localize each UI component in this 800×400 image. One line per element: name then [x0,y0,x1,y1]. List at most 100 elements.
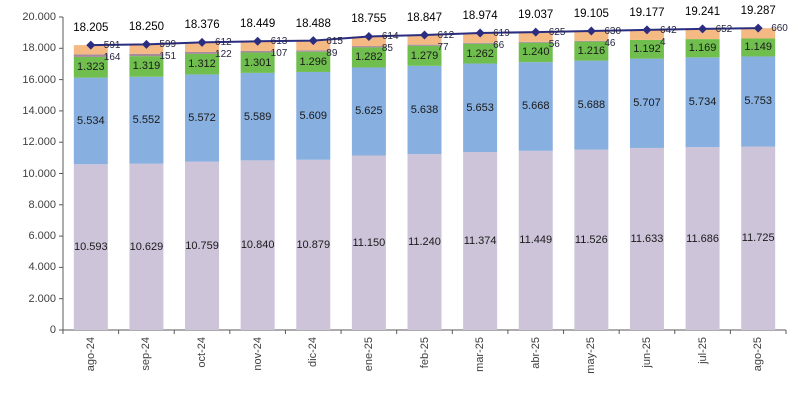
total-marker-diamond [141,39,151,49]
bar-segment-mauve [296,50,331,52]
bar-value-label-segment-lavender: 11.150 [352,236,386,249]
bar-value-label-segment-green: 1.192 [633,43,661,56]
bar-value-label-segment-blue: 5.552 [132,114,161,127]
bar-value-label-segment-blue: 5.734 [688,96,717,109]
bar-segment-blue [463,63,498,152]
bar-value-label-segment-lavender: 11.725 [741,232,775,245]
x-tick-label: sep-24 [140,337,153,371]
bar-segment-blue [240,72,275,161]
bar-segment-lavender [574,149,609,330]
bar-value-label-segment-lavender: 10.840 [240,239,275,252]
total-marker-diamond [86,40,96,50]
total-marker-diamond [531,27,541,37]
bar-segment-orange [407,35,442,45]
bar-segment-orange [240,41,275,51]
bar-segment-green [73,56,108,78]
bar-segment-green [518,42,553,63]
side-value-label-segment-orange: 612 [215,37,232,49]
bar-value-label-segment-lavender: 11.240 [408,236,441,249]
side-value-label-segment-orange: 591 [103,40,121,52]
total-value-label: 19.037 [518,9,554,22]
bar-segment-blue [741,56,776,147]
side-value-label-segment-mauve: 46 [604,38,616,49]
side-value-label-segment-mauve: 122 [215,49,232,61]
bar-segment-blue [629,58,664,148]
bar-segment-green [185,53,220,75]
bar-segment-green [240,52,275,73]
bar-segment-lavender [185,161,220,330]
total-value-label: 18.205 [73,22,109,35]
total-marker-diamond [253,36,263,46]
bar-value-label-segment-blue: 5.707 [633,97,661,110]
total-marker-diamond [586,26,596,36]
total-value-label: 19.177 [629,6,665,19]
bar-segment-mauve [129,53,164,57]
bar-value-label-segment-lavender: 11.449 [519,234,553,247]
total-value-label: 18.488 [295,17,331,30]
bar-segment-orange [463,33,498,43]
total-value-label: 18.449 [240,18,276,31]
bar-segment-green [685,39,720,58]
bar-segment-orange [629,29,664,40]
bar-value-label-segment-green: 1.312 [188,58,216,71]
bar-value-label-segment-blue: 5.625 [355,105,383,118]
bar-segment-green [296,51,331,72]
bar-segment-blue [574,60,609,150]
bar-segment-orange [73,45,108,55]
bar-segment-mauve [351,46,386,48]
side-value-label-segment-orange: 615 [326,35,343,47]
side-value-label-segment-mauve: 89 [326,47,338,59]
bar-value-label-segment-lavender: 11.374 [463,234,497,247]
total-value-label: 18.755 [351,13,387,26]
bar-value-label-segment-lavender: 11.526 [574,233,608,246]
bar-value-label-segment-lavender: 11.686 [686,232,719,245]
bar-value-label-segment-green: 1.279 [410,49,439,62]
bar-segment-orange [129,44,164,54]
side-value-label-segment-orange: 660 [771,23,788,35]
x-tick-label: may-25 [585,337,598,374]
x-tick-label: abr-25 [529,337,542,369]
x-tick-label: feb-25 [418,337,431,369]
bar-segment-green [741,38,776,57]
side-value-label-segment-mauve: 107 [270,48,288,60]
bar-value-label-segment-lavender: 11.633 [630,232,664,245]
bar-segment-lavender [629,147,664,330]
bar-segment-lavender [73,164,108,330]
y-tick-label: 0 [49,324,56,336]
bar-value-label-segment-lavender: 10.629 [129,240,164,253]
y-tick-label: 18.000 [22,42,56,55]
bar-segment-blue [407,65,442,155]
bar-value-label-segment-blue: 5.589 [243,110,272,123]
side-value-label-segment-mauve: 66 [493,40,505,52]
bar-segment-orange [185,42,220,52]
bar-value-label-segment-green: 1.240 [521,46,550,59]
bar-segment-orange [574,30,609,41]
side-value-label-segment-mauve: 151 [159,51,177,63]
bar-segment-mauve [518,41,553,43]
total-marker-diamond [308,36,318,46]
bar-segment-orange [741,28,776,39]
total-marker-diamond [420,30,429,40]
bar-value-label-segment-green: 1.323 [77,61,105,74]
bar-value-label-segment-green: 1.216 [577,45,606,58]
total-value-label: 19.287 [740,5,776,18]
x-tick-label: dic-24 [307,337,320,367]
bar-value-label-segment-green: 1.262 [466,47,494,60]
side-value-label-segment-mauve: 56 [548,39,560,51]
bar-value-label-segment-blue: 5.609 [299,109,328,122]
bar-value-label-segment-lavender: 10.593 [73,241,108,254]
bar-segment-orange [351,36,386,47]
bar-segment-blue [685,57,720,148]
bar-segment-blue [129,76,164,164]
x-tick-label: jun-25 [640,337,653,368]
bar-value-label-segment-green: 1.319 [132,60,161,73]
bar-value-label-segment-blue: 5.668 [521,100,550,113]
bar-segment-mauve [185,51,220,54]
total-marker-diamond [698,24,708,34]
bar-segment-lavender [685,147,720,330]
y-tick-label: 8.000 [28,198,56,211]
bar-segment-lavender [129,163,164,330]
bar-segment-orange [518,32,553,42]
